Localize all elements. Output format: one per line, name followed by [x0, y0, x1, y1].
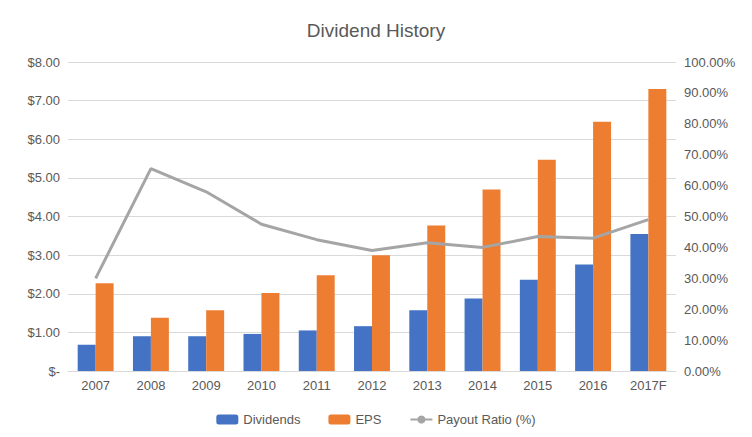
- svg-text:50.00%: 50.00%: [684, 209, 729, 224]
- svg-text:2011: 2011: [303, 378, 331, 393]
- svg-text:$3.00: $3.00: [27, 248, 60, 263]
- svg-text:20.00%: 20.00%: [684, 302, 729, 317]
- svg-text:EPS: EPS: [355, 412, 381, 427]
- svg-text:60.00%: 60.00%: [684, 178, 729, 193]
- svg-text:40.00%: 40.00%: [684, 240, 729, 255]
- svg-text:10.00%: 10.00%: [684, 333, 729, 348]
- svg-text:2014: 2014: [468, 378, 497, 393]
- svg-text:2013: 2013: [413, 378, 442, 393]
- svg-text:2008: 2008: [136, 378, 165, 393]
- svg-text:70.00%: 70.00%: [684, 147, 729, 162]
- svg-text:Payout Ratio (%): Payout Ratio (%): [437, 412, 535, 427]
- svg-text:2017F: 2017F: [630, 378, 667, 393]
- svg-text:2012: 2012: [358, 378, 387, 393]
- svg-text:90.00%: 90.00%: [684, 85, 729, 100]
- svg-text:2016: 2016: [579, 378, 608, 393]
- svg-text:Dividends: Dividends: [243, 412, 301, 427]
- svg-text:$-: $-: [48, 364, 60, 379]
- svg-text:2009: 2009: [192, 378, 221, 393]
- svg-text:$7.00: $7.00: [27, 93, 60, 108]
- svg-text:Dividend History: Dividend History: [307, 20, 446, 41]
- svg-text:2007: 2007: [81, 378, 110, 393]
- svg-text:$8.00: $8.00: [27, 55, 60, 70]
- svg-text:30.00%: 30.00%: [684, 271, 729, 286]
- svg-text:$6.00: $6.00: [27, 132, 60, 147]
- svg-text:80.00%: 80.00%: [684, 116, 729, 131]
- svg-text:2010: 2010: [247, 378, 276, 393]
- svg-text:$1.00: $1.00: [27, 325, 60, 340]
- svg-text:100.00%: 100.00%: [684, 55, 736, 70]
- svg-text:$5.00: $5.00: [27, 170, 60, 185]
- svg-text:$4.00: $4.00: [27, 209, 60, 224]
- svg-text:0.00%: 0.00%: [684, 364, 721, 379]
- svg-text:2015: 2015: [523, 378, 552, 393]
- svg-text:$2.00: $2.00: [27, 286, 60, 301]
